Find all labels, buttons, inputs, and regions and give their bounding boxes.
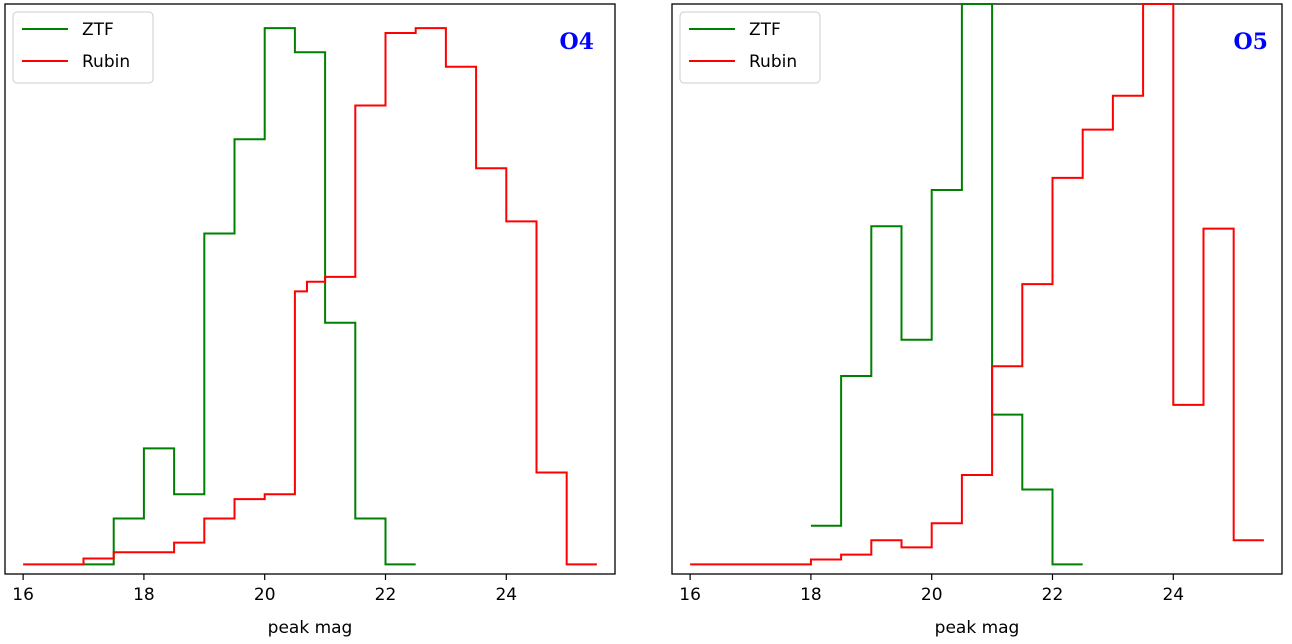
x-tick-label: 24 <box>1162 585 1184 605</box>
x-tick-label: 18 <box>133 585 155 605</box>
panel-title: O4 <box>560 29 594 55</box>
legend: ZTF Rubin <box>12 11 154 84</box>
series-line-rubin <box>690 3 1264 566</box>
panel-title: O5 <box>1234 29 1268 55</box>
x-axis-label: peak mag <box>935 618 1020 638</box>
x-tick-label: 22 <box>375 585 397 605</box>
x-tick-label: 24 <box>495 585 517 605</box>
legend-label-rubin: Rubin <box>749 52 797 72</box>
series-group <box>23 27 597 566</box>
series-line-rubin <box>23 27 597 566</box>
chart-panel-o4: 16 18 20 22 24 peak mag O4 ZTF Rubin <box>4 3 616 638</box>
legend-label-ztf: ZTF <box>82 20 114 40</box>
series-line-ztf <box>83 27 416 566</box>
series-line-ztf <box>810 3 1083 566</box>
x-tick-label: 22 <box>1042 585 1064 605</box>
x-tick-label: 16 <box>12 585 34 605</box>
legend-label-ztf: ZTF <box>749 20 781 40</box>
x-axis-label: peak mag <box>268 618 353 638</box>
x-tick-label: 20 <box>254 585 276 605</box>
x-tick-label: 20 <box>921 585 943 605</box>
legend-label-rubin: Rubin <box>82 52 130 72</box>
chart-panel-o5: 16 18 20 22 24 peak mag O5 ZTF Rubin <box>671 3 1283 638</box>
x-tick-label: 18 <box>800 585 822 605</box>
series-group <box>690 3 1264 566</box>
x-axis-ticks: 16 18 20 22 24 <box>679 574 1184 605</box>
legend: ZTF Rubin <box>679 11 821 84</box>
plot-frame <box>4 3 616 575</box>
x-axis-ticks: 16 18 20 22 24 <box>12 574 517 605</box>
x-tick-label: 16 <box>679 585 701 605</box>
